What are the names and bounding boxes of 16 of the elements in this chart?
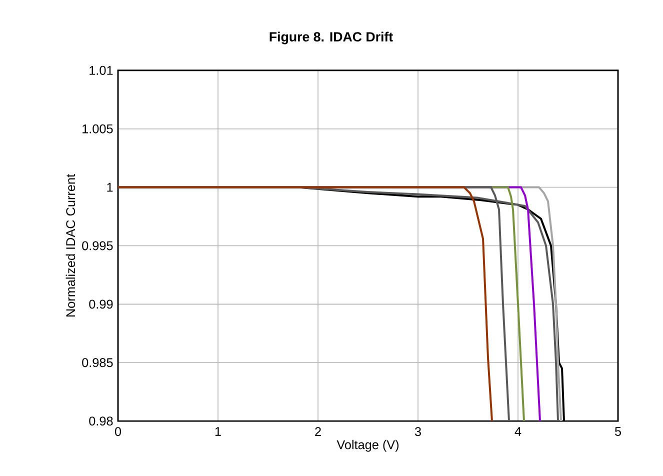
y-tick-label: 0.99 — [89, 300, 113, 309]
y-axis-title: Normalized IDAC Current — [66, 174, 76, 316]
x-tick-label: 1 — [215, 427, 221, 436]
y-tick-label: 0.985 — [82, 358, 113, 368]
y-tick-label: 0.98 — [89, 416, 113, 426]
x-tick-label: 5 — [614, 427, 622, 436]
y-tick-label: 1.005 — [82, 124, 113, 134]
x-axis-title: Voltage (V) — [336, 440, 399, 452]
y-tick-label: 1.01 — [90, 66, 113, 75]
x-tick-label: 2 — [315, 427, 321, 436]
y-tick-label: 0.995 — [82, 241, 113, 250]
x-tick-label: 4 — [514, 427, 522, 436]
chart-title: Figure 8. IDAC Drift — [270, 32, 393, 44]
x-tick-label: 3 — [414, 427, 421, 436]
x-tick-label: 0 — [114, 427, 122, 436]
y-tick-label: 1 — [107, 182, 113, 192]
